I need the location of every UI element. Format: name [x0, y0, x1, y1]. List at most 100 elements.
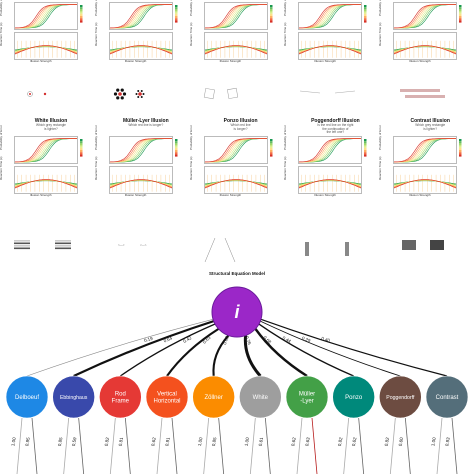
node-label: Poggendorff — [386, 395, 415, 401]
indicator-loading: 0.63 — [304, 437, 311, 447]
x-axis-label: Illusion Strength — [409, 193, 431, 197]
indicator-loading: 0.59 — [71, 437, 78, 447]
node-label: Frame — [112, 399, 130, 405]
error-plot — [298, 136, 363, 164]
error-plot — [203, 2, 268, 30]
panel-title: Ponzo Illusion — [223, 118, 258, 124]
error-plot — [203, 136, 268, 164]
legend — [80, 139, 88, 159]
indicator-loading: 0.85 — [24, 437, 31, 447]
node-label: -Lyer — [300, 399, 313, 405]
y-axis-label: Reaction Time (s) — [0, 22, 3, 46]
node-label: Ponzo — [345, 395, 363, 401]
rt-plot — [393, 166, 458, 194]
y-axis-label: Reaction Time (s) — [378, 22, 383, 46]
indicator-loading: 0.62 — [150, 437, 157, 447]
rt-plot — [108, 166, 173, 194]
rt-plot — [393, 32, 458, 60]
factor-node — [211, 286, 263, 338]
panel-subtitle: Which red line is longer? — [230, 123, 251, 131]
indicator-loading: 1.00 — [10, 437, 17, 447]
indicator-loading: 0.81 — [118, 437, 125, 447]
legend — [364, 139, 372, 159]
y-axis-label: Probability of Error — [93, 125, 98, 150]
node-label: Ebbinghaus — [60, 395, 88, 401]
illusion-panel: Poggendorff Illusion Is the red line on t… — [283, 118, 378, 238]
node-label: Delboeuf — [15, 395, 39, 401]
node-label: Rod — [115, 392, 126, 398]
indicator-loading: 0.81 — [164, 437, 171, 447]
y-axis-label: Reaction Time (s) — [93, 22, 98, 46]
observed-node-7: Ponzo 0.82 0.62 — [332, 375, 375, 474]
loading-label: 0.44 — [282, 335, 293, 344]
panel-subtitle: Which grey rectangle is lighter? — [36, 123, 66, 131]
indicator-loading: 0.82 — [384, 437, 391, 447]
node-label: Vertical — [157, 392, 177, 398]
y-axis-label: Reaction Time (s) — [283, 156, 288, 180]
node-label: White — [253, 395, 269, 401]
rt-plot — [14, 166, 78, 194]
rt-plot — [298, 32, 363, 60]
illusion-panel: Probability of Error Reaction Time (s) Ill… — [283, 0, 378, 122]
illusion-panel: Ponzo Illusion Which red line is longer? Pr… — [189, 118, 284, 238]
path-1: 0.64 — [73, 320, 215, 377]
panel-title: Poggendorff Illusion — [311, 118, 360, 124]
legend — [364, 5, 372, 25]
y-axis-label: Probability of Error — [0, 0, 3, 16]
error-plot — [298, 2, 363, 30]
node-label: Müller — [299, 392, 315, 398]
y-axis-label: Probability of Error — [378, 0, 383, 16]
legend — [80, 5, 88, 25]
node-label: Horizontal — [153, 399, 180, 405]
indicator-loading: 1.00 — [430, 437, 437, 447]
sem-title: Structural Equation Model — [208, 271, 265, 276]
illusion-panel: White Illusion Which grey rectangle is lig… — [0, 118, 94, 238]
rt-plot — [203, 166, 268, 194]
y-axis-label: Reaction Time (s) — [378, 156, 383, 180]
x-axis-label: Illusion Strength — [409, 59, 431, 63]
rt-plot — [298, 166, 363, 194]
y-axis-label: Probability of Error — [283, 125, 288, 150]
error-plot — [14, 2, 78, 30]
illusion-panel: Probability of Error Reaction Time (s) Ill… — [94, 0, 189, 122]
svg-text:<—>: <—> — [140, 243, 147, 247]
x-axis-label: Illusion Strength — [219, 193, 242, 197]
loading-label: 0.68 — [262, 335, 272, 345]
node-label: Zöllner — [204, 395, 222, 401]
panel-title: White Illusion — [34, 118, 68, 124]
observed-node-6: Müller-Lyer 0.62 0.63 — [285, 375, 329, 474]
path-8: 0.29 — [260, 320, 401, 377]
y-axis-label: Probability of Error — [378, 125, 383, 150]
y-axis-label: Reaction Time (s) — [93, 156, 98, 180]
x-axis-label: Illusion Strength — [124, 59, 147, 63]
path-5: 0.76 — [243, 335, 262, 377]
legend — [459, 139, 467, 159]
y-axis-label: Probability of Error — [93, 0, 98, 16]
observed-node-9: Contrast 1.00 0.83 — [425, 375, 469, 474]
legend — [269, 5, 278, 25]
structural-equation-model: 0.19 0.64 0.42 0.63 0.63 0.76 0.68 0.44 0.29 0.40… — [5, 286, 469, 474]
y-axis-label: Probability of Error — [188, 125, 193, 150]
observed-node-0: Delboeuf 1.00 0.85 — [5, 375, 49, 474]
panel-subtitle: Which red line is longer? — [128, 123, 164, 127]
loading-label: 0.63 — [202, 335, 212, 345]
error-plot — [393, 2, 458, 30]
node-label: Contrast — [436, 395, 459, 401]
panel-subtitle: Is the red line on the right the continua… — [317, 123, 354, 135]
illusion-panel: Müller-Lyer Illusion Which red line is lo… — [94, 118, 189, 238]
indicator-loading: 0.62 — [351, 437, 358, 447]
path-0: 0.19 — [26, 318, 214, 377]
indicator-loading: 0.85 — [57, 437, 64, 447]
x-axis-label: Illusion Strength — [124, 193, 147, 197]
y-axis-label: Reaction Time (s) — [0, 156, 3, 180]
x-axis-label: Illusion Strength — [30, 59, 52, 63]
loading-label: 0.64 — [163, 335, 173, 343]
path-3: 0.63 — [166, 327, 220, 377]
x-axis-label: Illusion Strength — [314, 59, 336, 63]
y-axis-label: Probability of Error — [0, 125, 3, 150]
legend — [174, 139, 183, 159]
error-plot — [393, 136, 458, 164]
x-axis-label: Illusion Strength — [219, 59, 242, 63]
